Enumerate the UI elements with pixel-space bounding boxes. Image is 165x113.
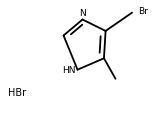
Text: Br: Br: [139, 7, 148, 16]
Text: N: N: [79, 9, 86, 18]
Text: HBr: HBr: [8, 88, 26, 98]
Text: HN: HN: [62, 66, 76, 74]
